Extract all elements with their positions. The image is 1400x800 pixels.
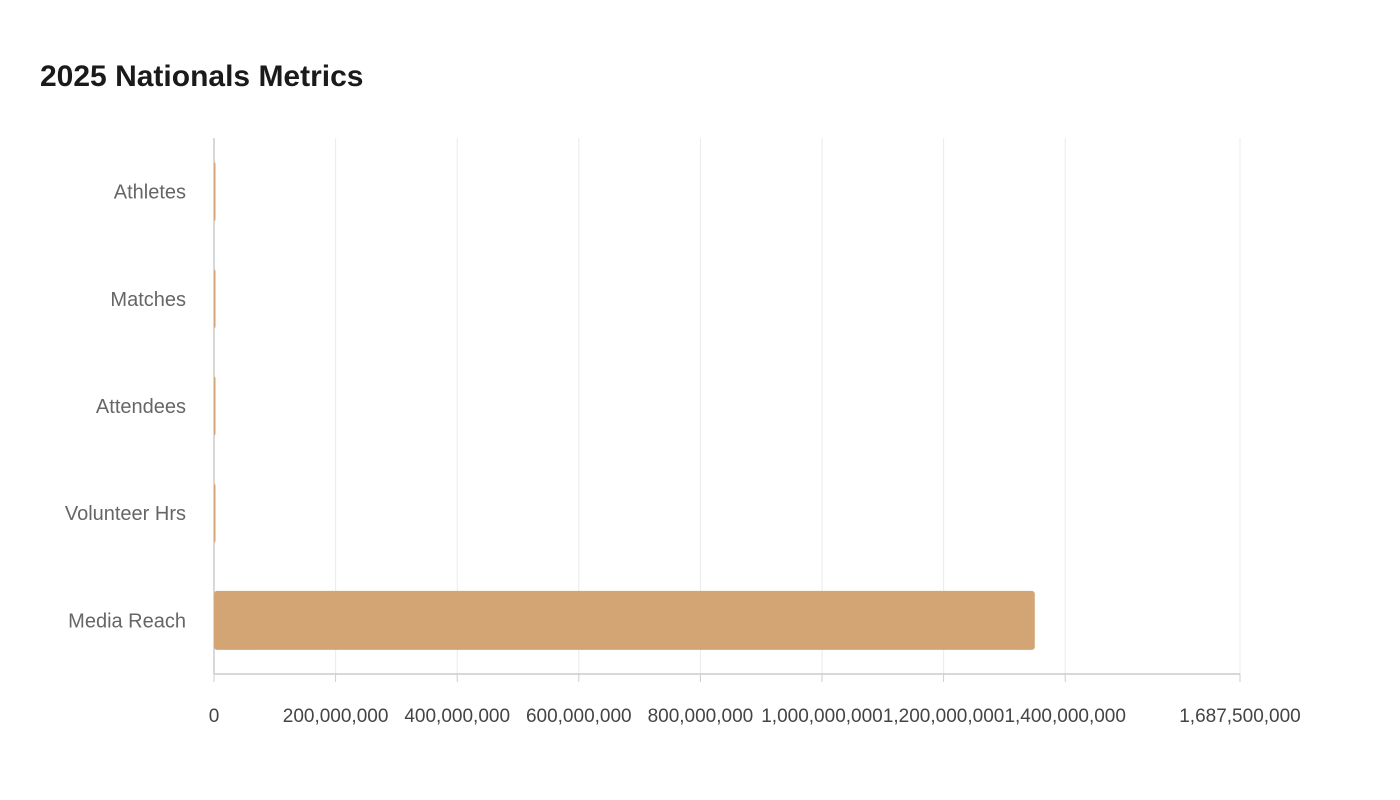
- category-label: Athletes: [114, 182, 186, 204]
- x-tick-label: 400,000,000: [404, 706, 510, 727]
- x-tick-label: 600,000,000: [526, 706, 632, 727]
- x-tick-label: 1,687,500,000: [1179, 706, 1301, 727]
- grid-lines: [335, 138, 1241, 674]
- chart-title: 2025 Nationals Metrics: [40, 60, 364, 93]
- category-label: Media Reach: [68, 610, 186, 632]
- x-tick-label: 1,400,000,000: [1004, 706, 1126, 727]
- x-tick-label: 1,000,000,000: [761, 706, 883, 727]
- category-label: Volunteer Hrs: [65, 503, 186, 525]
- bars: [214, 162, 1035, 650]
- bar: [214, 483, 216, 543]
- bar: [214, 376, 216, 436]
- x-tick-label: 1,200,000,000: [883, 706, 1005, 727]
- x-tick-label: 800,000,000: [648, 706, 754, 727]
- bar: [214, 162, 216, 222]
- bar: [214, 269, 216, 329]
- bar: [214, 590, 1035, 650]
- x-tick-label: 200,000,000: [283, 706, 389, 727]
- category-label: Matches: [110, 289, 186, 311]
- x-tick-label: 0: [209, 706, 220, 727]
- labels: 0 200,000,000 400,000,000 600,000,000 800,00…: [65, 182, 1301, 727]
- category-label: Attendees: [96, 396, 186, 418]
